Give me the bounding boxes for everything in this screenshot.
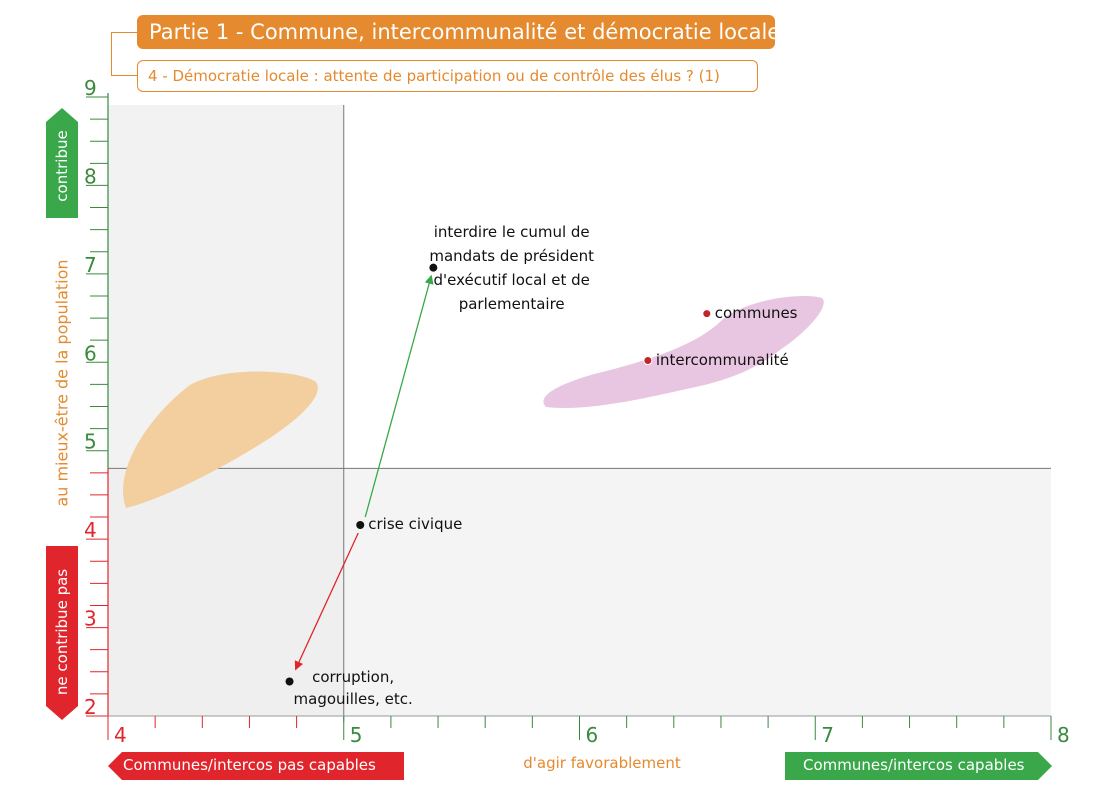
- data-point: [702, 309, 712, 319]
- label-communes: communes: [714, 303, 798, 322]
- page-title: Partie 1 - Commune, intercommunalité et …: [137, 15, 780, 49]
- label-interdire-cumul: interdire le cumul de mandats de préside…: [429, 220, 594, 316]
- x-capables-arrow: [785, 752, 1052, 780]
- x-tick-label: 6: [586, 723, 599, 747]
- data-point: [356, 520, 365, 529]
- x-tick-label: 8: [1057, 723, 1070, 747]
- y-axis-top-label: contribue: [53, 130, 71, 202]
- y-tick-label: 2: [84, 695, 97, 719]
- label-corruption: corruption, magouilles, etc.: [294, 666, 413, 710]
- label-line: parlementaire: [458, 294, 565, 313]
- y-ne-contribue-arrow: [46, 546, 78, 720]
- x-tick-label: 5: [350, 723, 363, 747]
- y-tick-label: 7: [84, 253, 97, 277]
- y-tick-label: 9: [84, 76, 97, 100]
- x-axis-right-label: Communes/intercos capables: [803, 756, 1025, 774]
- y-tick-label: 6: [84, 341, 97, 365]
- y-axis-middle-label: au mieux-être de la population: [52, 259, 72, 507]
- label-intercommunalite: intercommunalité: [655, 350, 789, 369]
- y-tick-label: 5: [84, 430, 97, 454]
- x-axis-middle-label: d'agir favorablement: [523, 754, 681, 772]
- y-tick-label: 3: [84, 607, 97, 631]
- shade-bottom-region: [108, 468, 1051, 716]
- orange-cluster-blob: [123, 371, 318, 508]
- data-point: [429, 263, 438, 272]
- label-line: magouilles, etc.: [293, 689, 413, 708]
- data-point: [643, 356, 653, 366]
- y-tick-label: 4: [84, 518, 97, 542]
- label-crise-civique: crise civique: [368, 514, 463, 533]
- arrow-to-corruption: [294, 532, 359, 671]
- x-tick-label: 7: [821, 723, 834, 747]
- y-contribue-arrow: [46, 108, 78, 218]
- label-line: corruption,: [312, 667, 395, 686]
- page-subtitle: 4 - Démocratie locale : attente de parti…: [137, 60, 758, 92]
- arrow-to-interdire: [364, 274, 434, 518]
- x-pas-capables-arrow: [108, 752, 404, 780]
- label-line: mandats de président: [429, 246, 595, 265]
- x-tick-label: 4: [114, 723, 127, 747]
- pink-cluster-blob: [543, 296, 824, 408]
- y-axis-bottom-label: ne contribue pas: [53, 568, 71, 696]
- label-line: d'exécutif local et de: [433, 270, 590, 289]
- label-line: interdire le cumul de: [433, 222, 590, 241]
- data-point: [285, 677, 294, 686]
- x-axis-left-label: Communes/intercos pas capables: [123, 756, 376, 774]
- title-bracket: [111, 32, 138, 76]
- y-tick-label: 8: [84, 164, 97, 188]
